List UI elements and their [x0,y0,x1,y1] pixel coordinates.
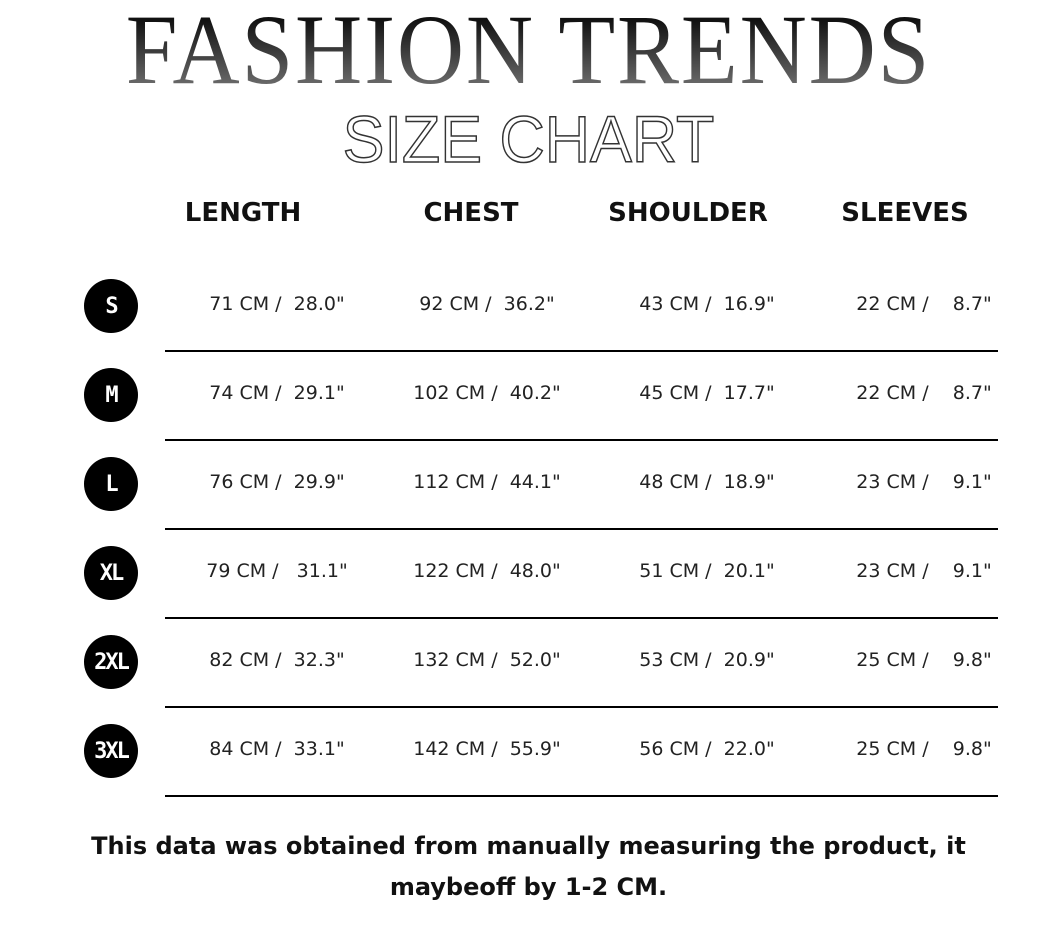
row-divider [165,617,998,619]
cell-sleeves: 23 CM / 9.1" [856,471,992,493]
cell-sleeves: 22 CM / 8.7" [856,293,992,315]
brand-title: FASHION TRENDS [37,0,1020,100]
column-header-chest: CHEST [423,198,519,228]
table-row: M 74 CM / 29.1" 102 CM / 40.2" 45 CM / 17.7… [0,368,1057,484]
row-divider [165,706,998,708]
cell-shoulder: 51 CM / 20.1" [639,560,775,582]
table-row: S 71 CM / 28.0" 92 CM / 36.2" 43 CM / 16.9"… [0,279,1057,395]
cell-sleeves: 25 CM / 9.8" [856,738,992,760]
cell-shoulder: 48 CM / 18.9" [639,471,775,493]
size-badge: S [84,279,138,333]
size-badge: 3XL [84,724,138,778]
cell-chest: 132 CM / 52.0" [413,649,561,671]
table-row: L 76 CM / 29.9" 112 CM / 44.1" 48 CM / 18.9… [0,457,1057,573]
cell-length: 79 CM / 31.1" [206,560,348,582]
cell-shoulder: 56 CM / 22.0" [639,738,775,760]
size-badge: M [84,368,138,422]
table-row: 3XL 84 CM / 33.1" 142 CM / 55.9" 56 CM / 22… [0,724,1057,840]
cell-shoulder: 43 CM / 16.9" [639,293,775,315]
cell-chest: 122 CM / 48.0" [413,560,561,582]
cell-length: 82 CM / 32.3" [209,649,345,671]
size-chart-subtitle: SIZE CHART [342,102,715,176]
cell-sleeves: 23 CM / 9.1" [856,560,992,582]
row-divider [165,795,998,797]
cell-sleeves: 25 CM / 9.8" [856,649,992,671]
column-header-shoulder: SHOULDER [608,198,768,228]
cell-chest: 92 CM / 36.2" [419,293,555,315]
cell-chest: 102 CM / 40.2" [413,382,561,404]
cell-length: 76 CM / 29.9" [209,471,345,493]
size-badge: XL [84,546,138,600]
cell-length: 74 CM / 29.1" [209,382,345,404]
table-row: 2XL 82 CM / 32.3" 132 CM / 52.0" 53 CM / 20… [0,635,1057,751]
table-row: XL 79 CM / 31.1" 122 CM / 48.0" 51 CM / 20.… [0,546,1057,662]
row-divider [165,350,998,352]
cell-length: 71 CM / 28.0" [209,293,345,315]
cell-chest: 112 CM / 44.1" [413,471,561,493]
cell-chest: 142 CM / 55.9" [413,738,561,760]
size-badge: L [84,457,138,511]
row-divider [165,439,998,441]
cell-shoulder: 45 CM / 17.7" [639,382,775,404]
measurement-note: This data was obtained from manually mea… [91,832,966,901]
cell-sleeves: 22 CM / 8.7" [856,382,992,404]
cell-length: 84 CM / 33.1" [209,738,345,760]
size-badge: 2XL [84,635,138,689]
row-divider [165,528,998,530]
column-header-sleeves: SLEEVES [841,198,969,228]
cell-shoulder: 53 CM / 20.9" [639,649,775,671]
column-header-length: LENGTH [184,198,302,228]
